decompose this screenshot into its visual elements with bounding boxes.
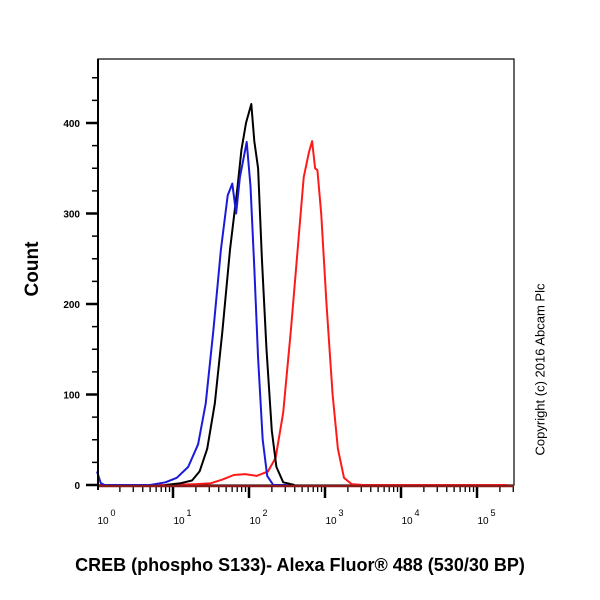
svg-text:10: 10 <box>477 516 489 527</box>
x-tick-label: 104 <box>401 508 419 527</box>
svg-text:10: 10 <box>173 516 185 527</box>
histogram-series <box>96 141 287 486</box>
svg-text:10: 10 <box>401 516 413 527</box>
x-tick-label: 101 <box>173 508 191 527</box>
svg-text:0: 0 <box>110 508 115 518</box>
y-tick-label: 300 <box>63 210 80 221</box>
x-tick-label: 105 <box>477 508 495 527</box>
svg-text:10: 10 <box>249 516 261 527</box>
y-tick-label: 100 <box>63 391 80 402</box>
svg-text:10: 10 <box>325 516 337 527</box>
svg-text:10: 10 <box>97 516 109 527</box>
histogram-series <box>97 140 508 486</box>
histogram-curves <box>96 103 508 486</box>
x-tick-label: 103 <box>325 508 343 527</box>
x-tick-label: 102 <box>249 508 267 527</box>
y-tick-label: 200 <box>63 300 80 311</box>
histogram-series <box>165 103 295 486</box>
svg-text:2: 2 <box>262 508 267 518</box>
plot-frame <box>97 58 515 486</box>
svg-text:5: 5 <box>490 508 495 518</box>
svg-text:3: 3 <box>338 508 343 518</box>
svg-text:1: 1 <box>186 508 191 518</box>
y-tick-label: 400 <box>63 119 80 130</box>
y-axis-ticks: 0 100 200 300 400 <box>63 77 98 492</box>
svg-text:4: 4 <box>414 508 419 518</box>
x-tick-label: 100 <box>97 508 115 527</box>
y-tick-label: 0 <box>74 481 80 492</box>
x-axis-label: CREB (phospho S133)- Alexa Fluor® 488 (5… <box>75 555 525 575</box>
copyright-notice: Copyright (c) 2016 Abcam Plc <box>532 283 548 456</box>
y-axis-label: Count <box>22 241 43 297</box>
